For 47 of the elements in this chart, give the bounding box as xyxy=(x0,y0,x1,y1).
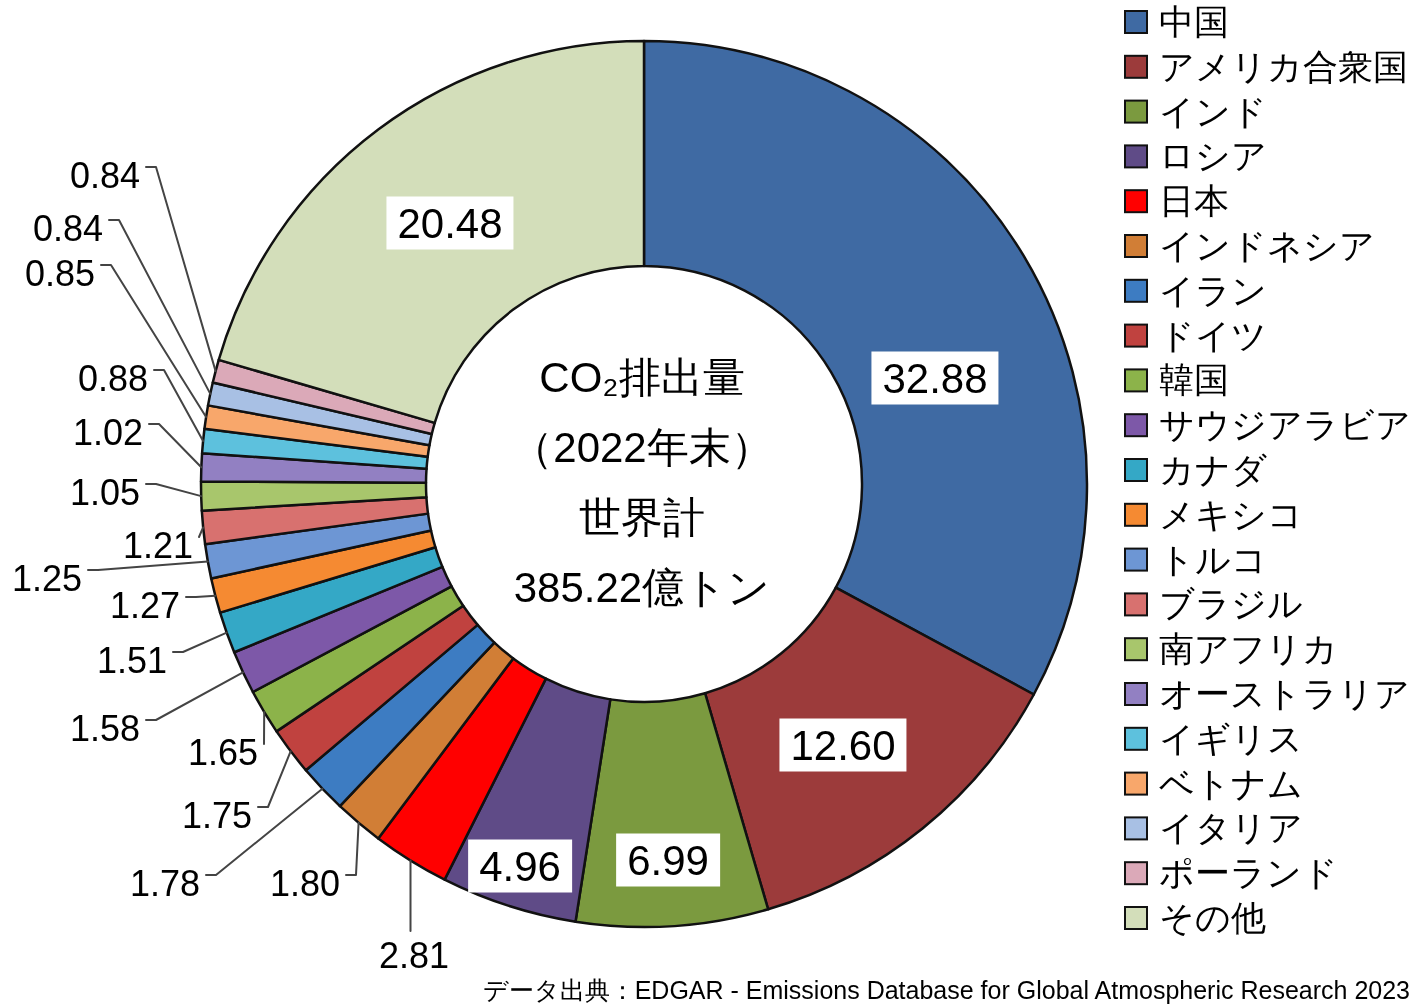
data-label: 6.99 xyxy=(616,833,720,887)
data-label: 12.60 xyxy=(779,718,907,772)
legend-label: イタリア xyxy=(1159,808,1303,848)
legend-label: ベトナム xyxy=(1159,763,1303,803)
legend-label: 南アフリカ xyxy=(1159,629,1338,669)
legend-label: インド xyxy=(1159,91,1267,131)
legend-label: 韓国 xyxy=(1159,360,1229,400)
data-label: 1.27 xyxy=(109,584,180,626)
data-label: 0.84 xyxy=(32,207,103,249)
data-label: 1.78 xyxy=(129,862,200,904)
data-label: 1.75 xyxy=(181,794,252,836)
legend-label: その他 xyxy=(1159,898,1266,937)
data-label: 1.80 xyxy=(269,862,340,904)
data-label: 20.48 xyxy=(386,196,514,250)
text: 385.22億トン xyxy=(513,564,771,611)
legend-label: ポーランド xyxy=(1159,853,1338,893)
text: CO₂排出量 xyxy=(539,354,745,401)
legend-label: カナダ xyxy=(1159,450,1267,489)
data-label: 32.88 xyxy=(871,351,999,405)
legend-label: ロシア xyxy=(1159,136,1267,176)
text: （2022年末） xyxy=(511,424,773,471)
legend-label: 中国 xyxy=(1159,2,1229,41)
legend-label: インドネシア xyxy=(1159,226,1375,265)
data-label: 1.65 xyxy=(187,731,258,773)
data-label: 1.51 xyxy=(96,639,167,681)
legend-label: オーストラリア xyxy=(1159,674,1410,713)
data-label: 1.58 xyxy=(69,707,140,749)
data-label: 1.02 xyxy=(72,411,143,453)
data-label: 1.05 xyxy=(69,471,140,513)
legend-label: アメリカ合衆国 xyxy=(1159,46,1408,86)
legend-label: 日本 xyxy=(1159,181,1229,221)
data-label: 0.88 xyxy=(77,357,148,399)
data-label: 1.21 xyxy=(122,524,193,566)
legend-label: サウジアラビア xyxy=(1159,405,1411,445)
legend-label: イギリス xyxy=(1159,718,1303,758)
text: データ出典：EDGAR - Emissions Database for Global Atmospheric Research 2023 xyxy=(482,976,1410,1004)
data-label: 0.84 xyxy=(69,154,140,196)
data-label: 1.25 xyxy=(11,557,82,599)
legend-label: ドイツ xyxy=(1159,315,1267,355)
text: 世界計 xyxy=(579,494,705,541)
data-label: 4.96 xyxy=(468,839,572,893)
legend-label: メキシコ xyxy=(1159,494,1303,534)
data-label: 2.81 xyxy=(378,934,450,976)
legend-label: ブラジル xyxy=(1159,584,1303,624)
data-label: 0.85 xyxy=(24,252,95,294)
legend-label: イラン xyxy=(1159,270,1267,310)
legend-label: トルコ xyxy=(1159,539,1267,579)
